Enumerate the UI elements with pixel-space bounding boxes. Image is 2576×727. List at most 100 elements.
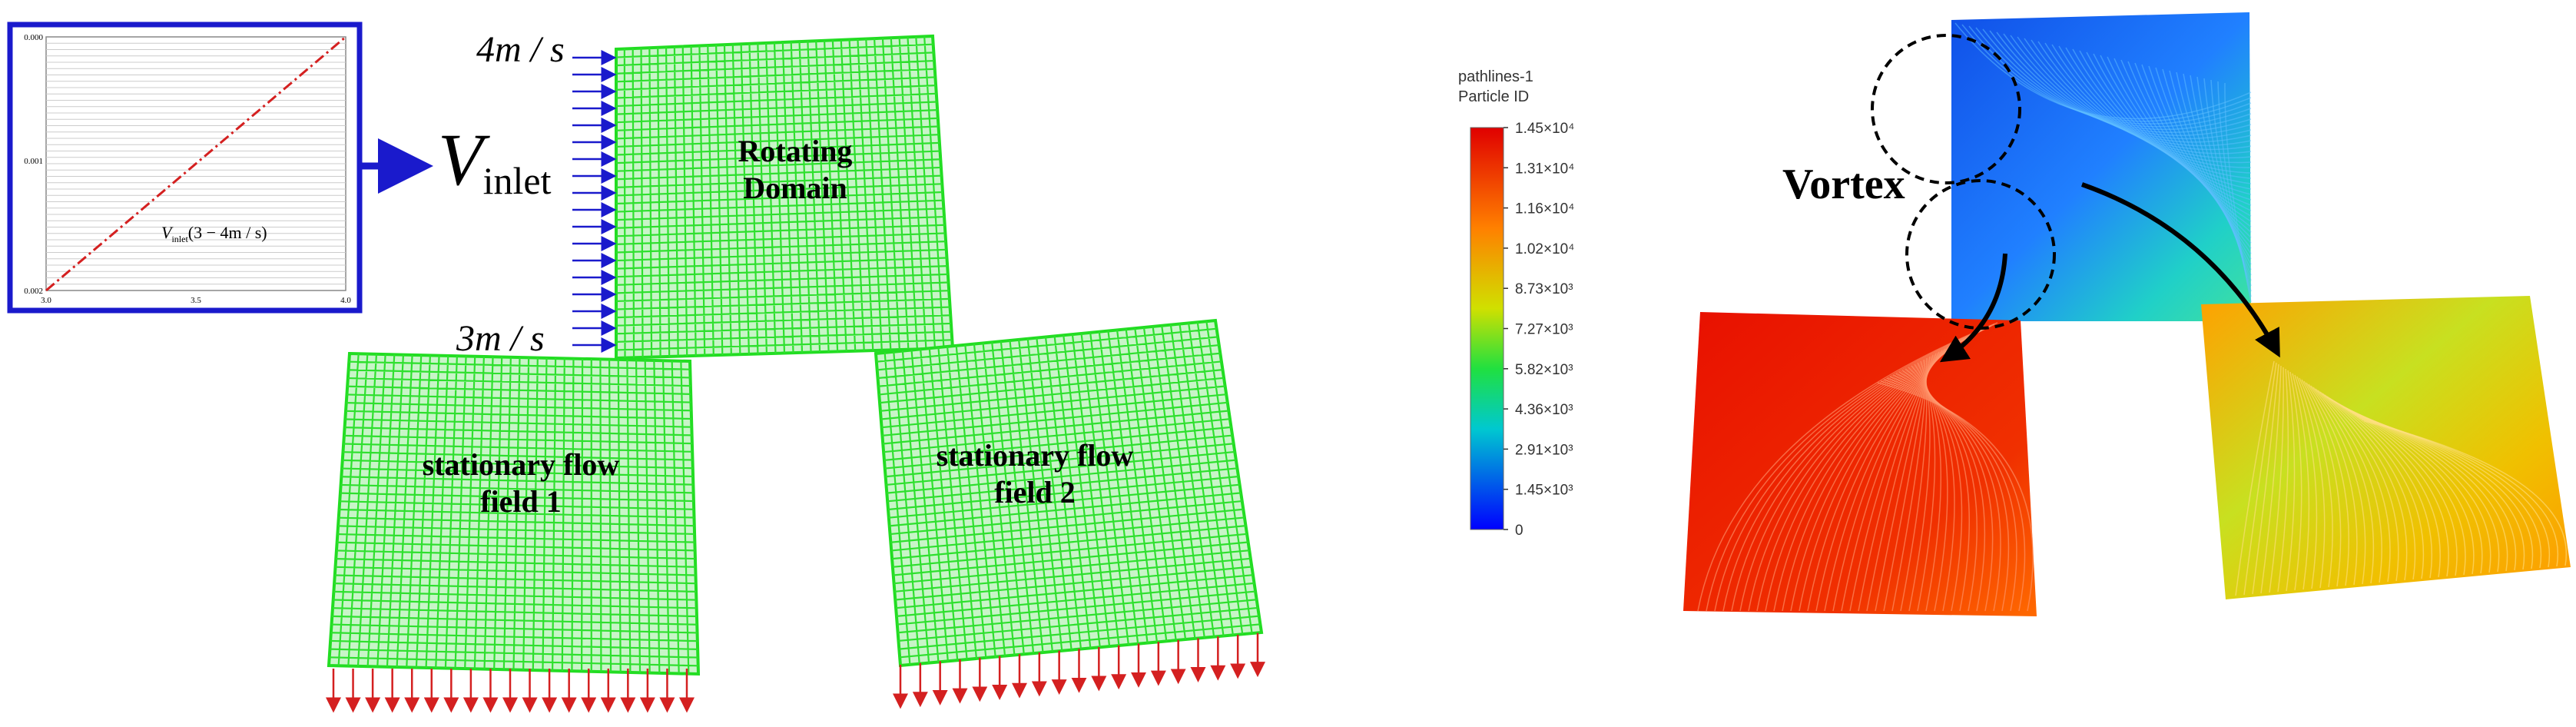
top-speed: 4m / s bbox=[476, 29, 565, 70]
streakline bbox=[1756, 333, 1977, 612]
streakline bbox=[1883, 379, 2017, 612]
streakline bbox=[2269, 367, 2284, 593]
streakline bbox=[1917, 362, 1936, 612]
inset-line bbox=[45, 35, 346, 292]
streakline bbox=[1731, 328, 1986, 612]
streakline bbox=[1714, 325, 1992, 612]
streakline bbox=[1905, 368, 1963, 612]
flow-arrow bbox=[1939, 253, 2007, 363]
label-line: field 1 bbox=[480, 484, 562, 519]
streakline bbox=[2058, 45, 2252, 174]
colorbar-tick-label: 4.36×10³ bbox=[1515, 402, 1573, 418]
streakline bbox=[2301, 379, 2342, 587]
inset-label-rest: (3 − 4m / s) bbox=[188, 223, 267, 242]
streakline bbox=[1898, 371, 1978, 612]
inlet-label-main: V bbox=[438, 118, 490, 201]
flow-stationary-1 bbox=[1683, 312, 2037, 616]
streakline bbox=[1877, 382, 2034, 612]
streakline bbox=[2329, 397, 2441, 578]
vortex-circle bbox=[1871, 34, 2021, 184]
inlet-label-sub: inlet bbox=[483, 159, 552, 202]
streakline bbox=[1739, 330, 1983, 612]
streakline bbox=[2243, 362, 2277, 596]
streakline bbox=[2224, 82, 2252, 303]
colorbar-tick-label: 8.73×10³ bbox=[1515, 281, 1573, 297]
streakline bbox=[2299, 377, 2333, 588]
colorbar-tick-label: 0 bbox=[1515, 523, 1523, 539]
mesh-group bbox=[327, 34, 1264, 676]
inset-x-label: 3.0 bbox=[41, 296, 51, 305]
inset-y-label: 0.000 bbox=[24, 33, 43, 42]
streakline bbox=[2322, 393, 2416, 580]
streakline bbox=[2079, 50, 2252, 190]
streakline bbox=[2294, 374, 2318, 589]
streakline bbox=[1880, 380, 2026, 612]
colorbar-tick-label: 1.45×10⁴ bbox=[1515, 121, 1574, 137]
streakline bbox=[2326, 396, 2433, 579]
streakline bbox=[2277, 368, 2289, 593]
streakline bbox=[2260, 365, 2282, 594]
colorbar-title: pathlines-1 bbox=[1458, 68, 1533, 85]
streakline bbox=[1901, 370, 1970, 612]
streakline bbox=[1697, 322, 1998, 612]
streakline bbox=[1722, 327, 1989, 612]
rotating-label: Rotating Domain bbox=[738, 134, 853, 205]
inset-y-label: 0.002 bbox=[24, 287, 43, 296]
colorbar-subtitle: Particle ID bbox=[1458, 88, 1529, 105]
inset-x-label: 4.0 bbox=[340, 296, 351, 305]
streakline bbox=[2308, 383, 2366, 585]
colorbar-tick-label: 2.91×10³ bbox=[1515, 442, 1573, 458]
streakline bbox=[2252, 364, 2279, 595]
colorbar-tick-label: 1.31×10⁴ bbox=[1515, 161, 1574, 177]
mesh-lines bbox=[876, 320, 1261, 665]
label-line: stationary flow bbox=[423, 447, 620, 482]
inset-label-sub: inlet bbox=[171, 234, 188, 244]
streakline bbox=[2086, 51, 2252, 195]
label-line: field 2 bbox=[994, 475, 1076, 510]
streakline bbox=[1748, 331, 1980, 612]
label-line: stationary flow bbox=[937, 438, 1134, 473]
streakline bbox=[2363, 420, 2567, 566]
streakline bbox=[2315, 388, 2391, 583]
streakline bbox=[1911, 365, 1948, 612]
streakline bbox=[2289, 371, 2302, 591]
streakline bbox=[1908, 367, 1955, 612]
streakline bbox=[2312, 387, 2382, 583]
streakline bbox=[1914, 364, 1942, 612]
streakline bbox=[2317, 390, 2399, 582]
streakline bbox=[1765, 334, 1974, 612]
bottom-speed: 3m / s bbox=[456, 318, 545, 359]
streakline bbox=[2072, 48, 2252, 184]
streakline bbox=[2303, 380, 2349, 586]
label-line: Rotating bbox=[738, 134, 853, 168]
colorbar-tick-label: 7.27×10³ bbox=[1515, 322, 1573, 338]
streakline bbox=[1895, 373, 1986, 612]
flow-arrow bbox=[2081, 182, 2280, 358]
inset-label-main: V bbox=[161, 223, 174, 242]
boundary-arrows bbox=[326, 50, 1265, 713]
streakline bbox=[2306, 382, 2358, 586]
streakline bbox=[1892, 374, 1994, 612]
inlet-label: Vinlet bbox=[438, 118, 552, 202]
streakline bbox=[1706, 324, 1995, 612]
streakline bbox=[2310, 385, 2375, 584]
stationary-1-label: stationary flow field 1 bbox=[423, 447, 620, 519]
streakline bbox=[2324, 394, 2425, 579]
inset-x-label: 3.5 bbox=[191, 296, 201, 305]
mesh-lines bbox=[329, 354, 698, 674]
streakline bbox=[2319, 391, 2408, 581]
colorbar-tick-label: 1.45×10³ bbox=[1515, 483, 1573, 499]
streakline bbox=[2296, 376, 2326, 589]
streakline bbox=[1889, 376, 2001, 612]
streakline bbox=[2235, 360, 2275, 596]
streakline bbox=[2292, 373, 2310, 590]
colorbar bbox=[1470, 127, 1504, 530]
flow-rotating bbox=[1951, 12, 2251, 321]
streaklines bbox=[1697, 22, 2567, 612]
mesh-lines bbox=[615, 36, 953, 358]
inset-grid bbox=[46, 42, 346, 285]
streakline bbox=[2286, 370, 2296, 592]
label-line: Domain bbox=[743, 171, 847, 205]
